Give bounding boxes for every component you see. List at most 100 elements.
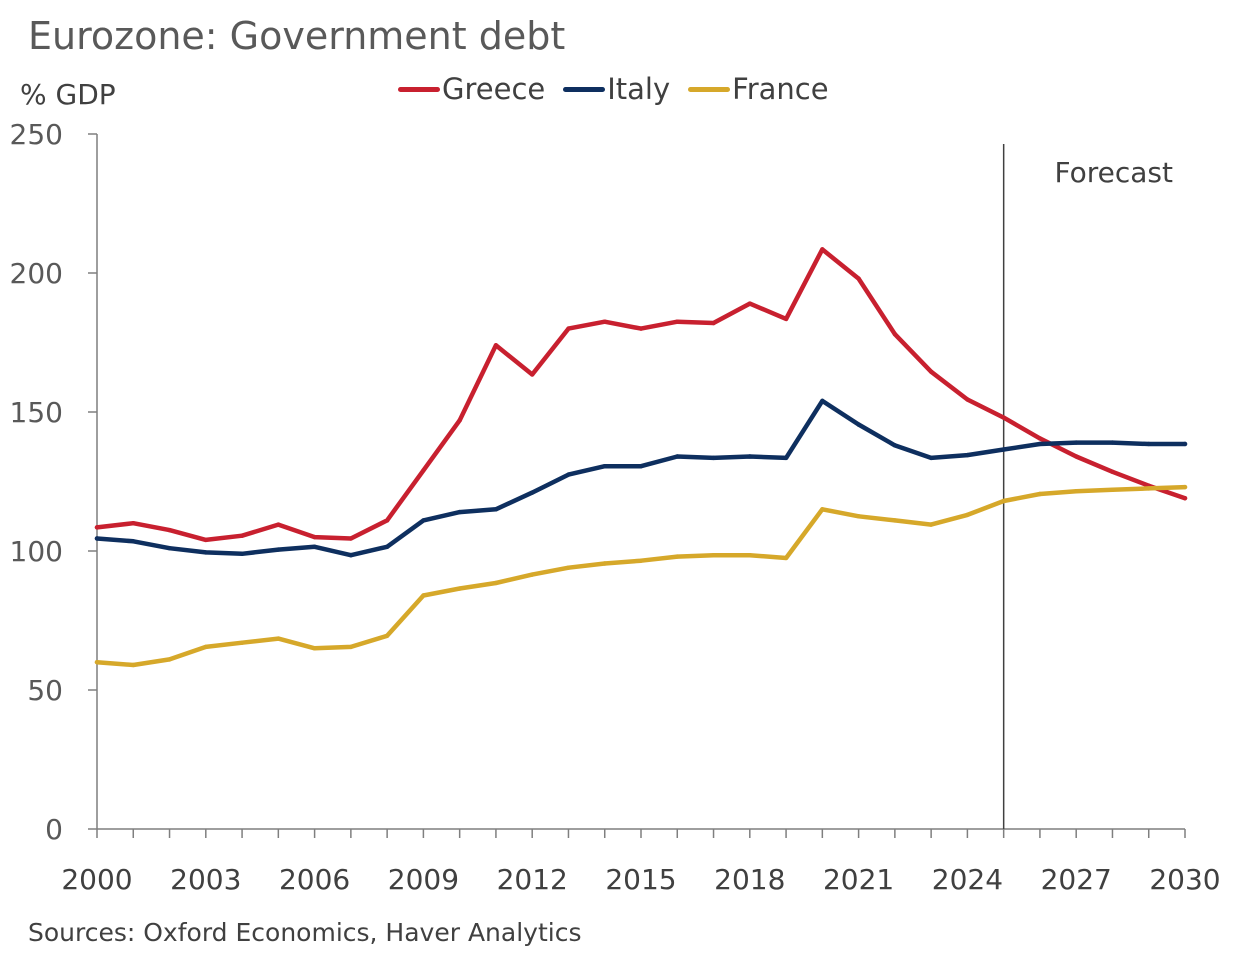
data-point-france-2025 bbox=[1001, 498, 1006, 504]
data-point-greece-2012 bbox=[530, 372, 535, 377]
data-point-france-2020 bbox=[820, 507, 825, 512]
x-tick-label-2027: 2027 bbox=[1041, 863, 1112, 896]
data-point-france-2017 bbox=[711, 552, 716, 558]
data-point-italy-2013 bbox=[566, 472, 571, 477]
legend-label-greece: Greece bbox=[442, 72, 546, 106]
data-point-greece-2028 bbox=[1110, 469, 1115, 474]
data-point-greece-2013 bbox=[566, 326, 571, 331]
data-point-italy-2008 bbox=[384, 544, 390, 550]
data-point-greece-2018 bbox=[747, 301, 752, 306]
data-point-greece-2026 bbox=[1037, 436, 1043, 441]
data-point-france-2024 bbox=[965, 512, 970, 518]
legend-swatch-france bbox=[688, 86, 731, 92]
forecast-label: Forecast bbox=[1055, 156, 1174, 189]
data-point-greece-2006 bbox=[312, 534, 317, 540]
legend-label-italy: Italy bbox=[607, 72, 671, 106]
data-point-france-2027 bbox=[1074, 489, 1079, 494]
x-tick-label-2009: 2009 bbox=[388, 863, 459, 896]
data-point-greece-2023 bbox=[928, 369, 934, 374]
data-point-greece-2017 bbox=[711, 320, 716, 326]
x-tick-label-2012: 2012 bbox=[497, 863, 568, 896]
data-point-france-2005 bbox=[276, 636, 281, 641]
data-point-greece-2003 bbox=[203, 537, 208, 543]
x-tick-label-2021: 2021 bbox=[823, 863, 894, 896]
data-point-italy-2007 bbox=[348, 552, 354, 558]
data-point-italy-2019 bbox=[783, 455, 789, 461]
data-point-france-2022 bbox=[892, 518, 898, 523]
data-point-greece-2014 bbox=[602, 319, 607, 324]
legend-item-france: France bbox=[688, 72, 829, 106]
data-point-france-2030 bbox=[1182, 484, 1188, 490]
data-point-greece-2027 bbox=[1074, 454, 1079, 459]
data-point-greece-2015 bbox=[638, 326, 644, 331]
data-point-greece-2005 bbox=[276, 522, 281, 527]
data-point-italy-2010 bbox=[457, 509, 462, 515]
data-point-italy-2025 bbox=[1001, 447, 1006, 452]
data-point-italy-2003 bbox=[203, 550, 208, 555]
legend-item-greece: Greece bbox=[398, 72, 545, 106]
data-point-italy-2029 bbox=[1146, 441, 1151, 447]
data-point-italy-2012 bbox=[530, 490, 535, 495]
data-point-greece-2002 bbox=[167, 527, 172, 533]
data-point-france-2001 bbox=[131, 662, 136, 668]
chart-title: Eurozone: Government debt bbox=[28, 14, 566, 58]
data-point-france-2003 bbox=[203, 644, 208, 650]
data-point-france-2023 bbox=[928, 522, 934, 527]
y-tick-label-150: 150 bbox=[10, 396, 63, 429]
data-point-france-2008 bbox=[384, 633, 390, 638]
data-point-france-2019 bbox=[783, 555, 789, 561]
data-point-italy-2023 bbox=[928, 455, 934, 461]
y-axis-unit-label: % GDP bbox=[20, 78, 116, 111]
data-point-france-2010 bbox=[457, 586, 462, 591]
data-point-italy-2021 bbox=[856, 422, 861, 427]
data-point-italy-2020 bbox=[820, 398, 825, 404]
data-point-france-2026 bbox=[1037, 491, 1043, 497]
data-point-italy-2000 bbox=[94, 536, 100, 541]
data-point-france-2000 bbox=[94, 660, 100, 665]
legend-swatch-greece bbox=[398, 86, 440, 92]
data-point-italy-2018 bbox=[747, 454, 752, 459]
x-tick-label-2024: 2024 bbox=[932, 863, 1003, 896]
data-point-france-2009 bbox=[421, 593, 426, 598]
data-point-greece-2010 bbox=[457, 418, 462, 423]
data-point-italy-2006 bbox=[312, 544, 317, 550]
data-point-greece-2011 bbox=[493, 343, 499, 348]
data-point-greece-2022 bbox=[892, 331, 898, 337]
data-point-italy-2004 bbox=[239, 551, 245, 556]
source-note: Sources: Oxford Economics, Haver Analyti… bbox=[28, 918, 582, 947]
data-point-italy-2011 bbox=[493, 507, 499, 512]
data-point-france-2014 bbox=[602, 561, 607, 566]
x-tick-label-2030: 2030 bbox=[1149, 863, 1220, 896]
data-point-italy-2016 bbox=[675, 454, 680, 459]
data-point-greece-2020 bbox=[820, 247, 825, 252]
data-point-france-2016 bbox=[675, 554, 680, 559]
data-point-italy-2026 bbox=[1037, 441, 1043, 447]
data-point-greece-2025 bbox=[1001, 415, 1006, 420]
data-point-greece-2009 bbox=[421, 468, 426, 473]
data-point-greece-2016 bbox=[675, 319, 680, 324]
legend-item-italy: Italy bbox=[563, 72, 670, 106]
data-point-greece-2024 bbox=[965, 397, 970, 402]
data-point-greece-2000 bbox=[94, 525, 100, 530]
data-point-italy-2017 bbox=[711, 455, 716, 461]
data-point-greece-2021 bbox=[856, 276, 861, 281]
data-point-greece-2008 bbox=[384, 518, 390, 523]
y-tick-label-250: 250 bbox=[10, 118, 63, 151]
data-point-italy-2030 bbox=[1182, 441, 1188, 447]
data-point-italy-2028 bbox=[1110, 440, 1115, 445]
y-tick-label-100: 100 bbox=[10, 535, 63, 568]
data-point-france-2002 bbox=[167, 657, 172, 662]
data-point-italy-2001 bbox=[131, 539, 136, 544]
data-point-france-2007 bbox=[348, 644, 354, 650]
x-tick-label-2000: 2000 bbox=[61, 863, 132, 896]
data-point-france-2006 bbox=[312, 646, 317, 651]
data-point-italy-2015 bbox=[638, 464, 644, 469]
series-line-france bbox=[94, 484, 1188, 668]
x-tick-label-2018: 2018 bbox=[714, 863, 785, 896]
data-point-france-2021 bbox=[856, 514, 861, 519]
y-tick-label-200: 200 bbox=[10, 257, 63, 290]
data-point-france-2015 bbox=[638, 558, 644, 563]
x-tick-label-2006: 2006 bbox=[279, 863, 350, 896]
legend-swatch-italy bbox=[563, 86, 606, 92]
